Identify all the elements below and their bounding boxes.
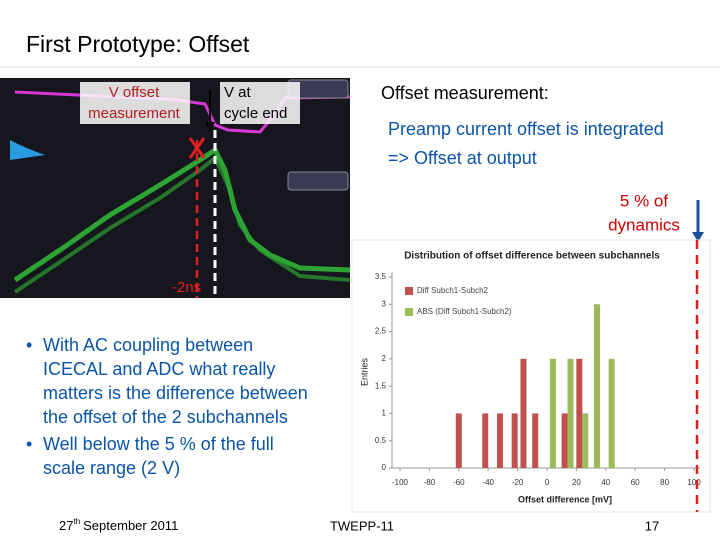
bar (511, 413, 518, 468)
bar (549, 358, 556, 468)
x-tick-label: 60 (631, 478, 640, 487)
scope-green-trace (13, 146, 351, 283)
x-axis-label: Offset difference [mV] (518, 494, 612, 504)
legend-label: ABS (Diff Subch1-Subch2) (417, 307, 512, 316)
x-tick-label: 0 (545, 478, 550, 487)
x-tick-label: -20 (512, 478, 524, 487)
y-tick-label: 2 (382, 354, 387, 363)
scope-image: V offset measurement V at cycle end -2ns (0, 78, 351, 298)
x-tick-label: 80 (660, 478, 669, 487)
cross-mark (188, 137, 206, 159)
date-day: 27 (59, 518, 73, 533)
y-tick-label: 1.5 (375, 381, 387, 390)
bullet-marker: • (26, 434, 32, 454)
bar (532, 413, 539, 468)
x-tick-label: -100 (392, 478, 409, 487)
label-bg (80, 82, 190, 124)
bar (576, 358, 583, 468)
scope-blue-trace (10, 140, 45, 160)
x-tick-label: -40 (482, 478, 494, 487)
bullet-text: the offset of the 2 subchannels (43, 407, 288, 427)
scope-cursor-box (287, 171, 349, 191)
y-axis-label: Entries (359, 357, 369, 386)
bar (520, 358, 527, 468)
bullet-text: With AC coupling between (43, 335, 253, 355)
x-tick-label: -80 (424, 478, 436, 487)
bar (567, 358, 574, 468)
scope-label: measurement (88, 105, 181, 122)
callout: dynamics (608, 215, 680, 234)
y-tick-label: 2.5 (375, 327, 387, 336)
bar (593, 304, 600, 468)
histogram: Distribution of offset difference betwee… (351, 239, 711, 513)
bar (496, 413, 503, 468)
scope-label: -2ns (172, 279, 201, 296)
scope-label: V at (224, 84, 252, 101)
date-rest: September 2011 (83, 518, 178, 533)
scope-label: cycle end (224, 105, 287, 122)
footer-page: 17 (645, 518, 659, 533)
x-tick-label: 40 (601, 478, 610, 487)
y-tick-label: 1 (382, 409, 387, 418)
footer-event: TWEPP-11 (330, 518, 394, 533)
y-tick-label: 0.5 (375, 436, 387, 445)
x-tick-label: 100 (687, 478, 701, 487)
y-tick-label: 3 (382, 299, 387, 308)
bar (561, 413, 568, 468)
legend-label: Diff Subch1-Subch2 (417, 286, 489, 295)
bar (482, 413, 489, 468)
x-tick-label: -60 (453, 478, 465, 487)
y-tick-label: 3.5 (375, 272, 387, 281)
notes-heading: Offset measurement: (381, 83, 549, 103)
arrow-head (205, 122, 215, 132)
bullet-text: Well below the 5 % of the full (43, 434, 274, 454)
slide-title: First Prototype: Offset (26, 31, 250, 57)
y-tick-label: 0 (382, 463, 387, 472)
legend-swatch (405, 287, 413, 295)
bullet-list: • With AC coupling between ICECAL and AD… (26, 335, 308, 478)
chart-title: Distribution of offset difference betwee… (404, 251, 660, 262)
legend-swatch (405, 308, 413, 316)
notes-line: Preamp current offset is integrated (388, 119, 664, 139)
label-bg (220, 82, 300, 124)
footer-date: 27th September 2011 (59, 517, 178, 533)
scope-label: V offset (109, 84, 160, 101)
chart-frame (351, 239, 711, 513)
callout: 5 % of (620, 191, 668, 210)
x-tick-label: 20 (572, 478, 581, 487)
bar (608, 358, 615, 468)
bar (455, 413, 462, 468)
bullet-text: matters is the difference between (43, 383, 308, 403)
bar (582, 413, 589, 468)
bullet-text: scale range (2 V) (43, 458, 180, 478)
date-suffix: th (73, 517, 80, 526)
bullet-text: ICECAL and ADC what really (43, 359, 275, 379)
arrow-head (692, 232, 704, 242)
bullet-marker: • (26, 335, 32, 355)
notes-line: => Offset at output (388, 148, 537, 168)
